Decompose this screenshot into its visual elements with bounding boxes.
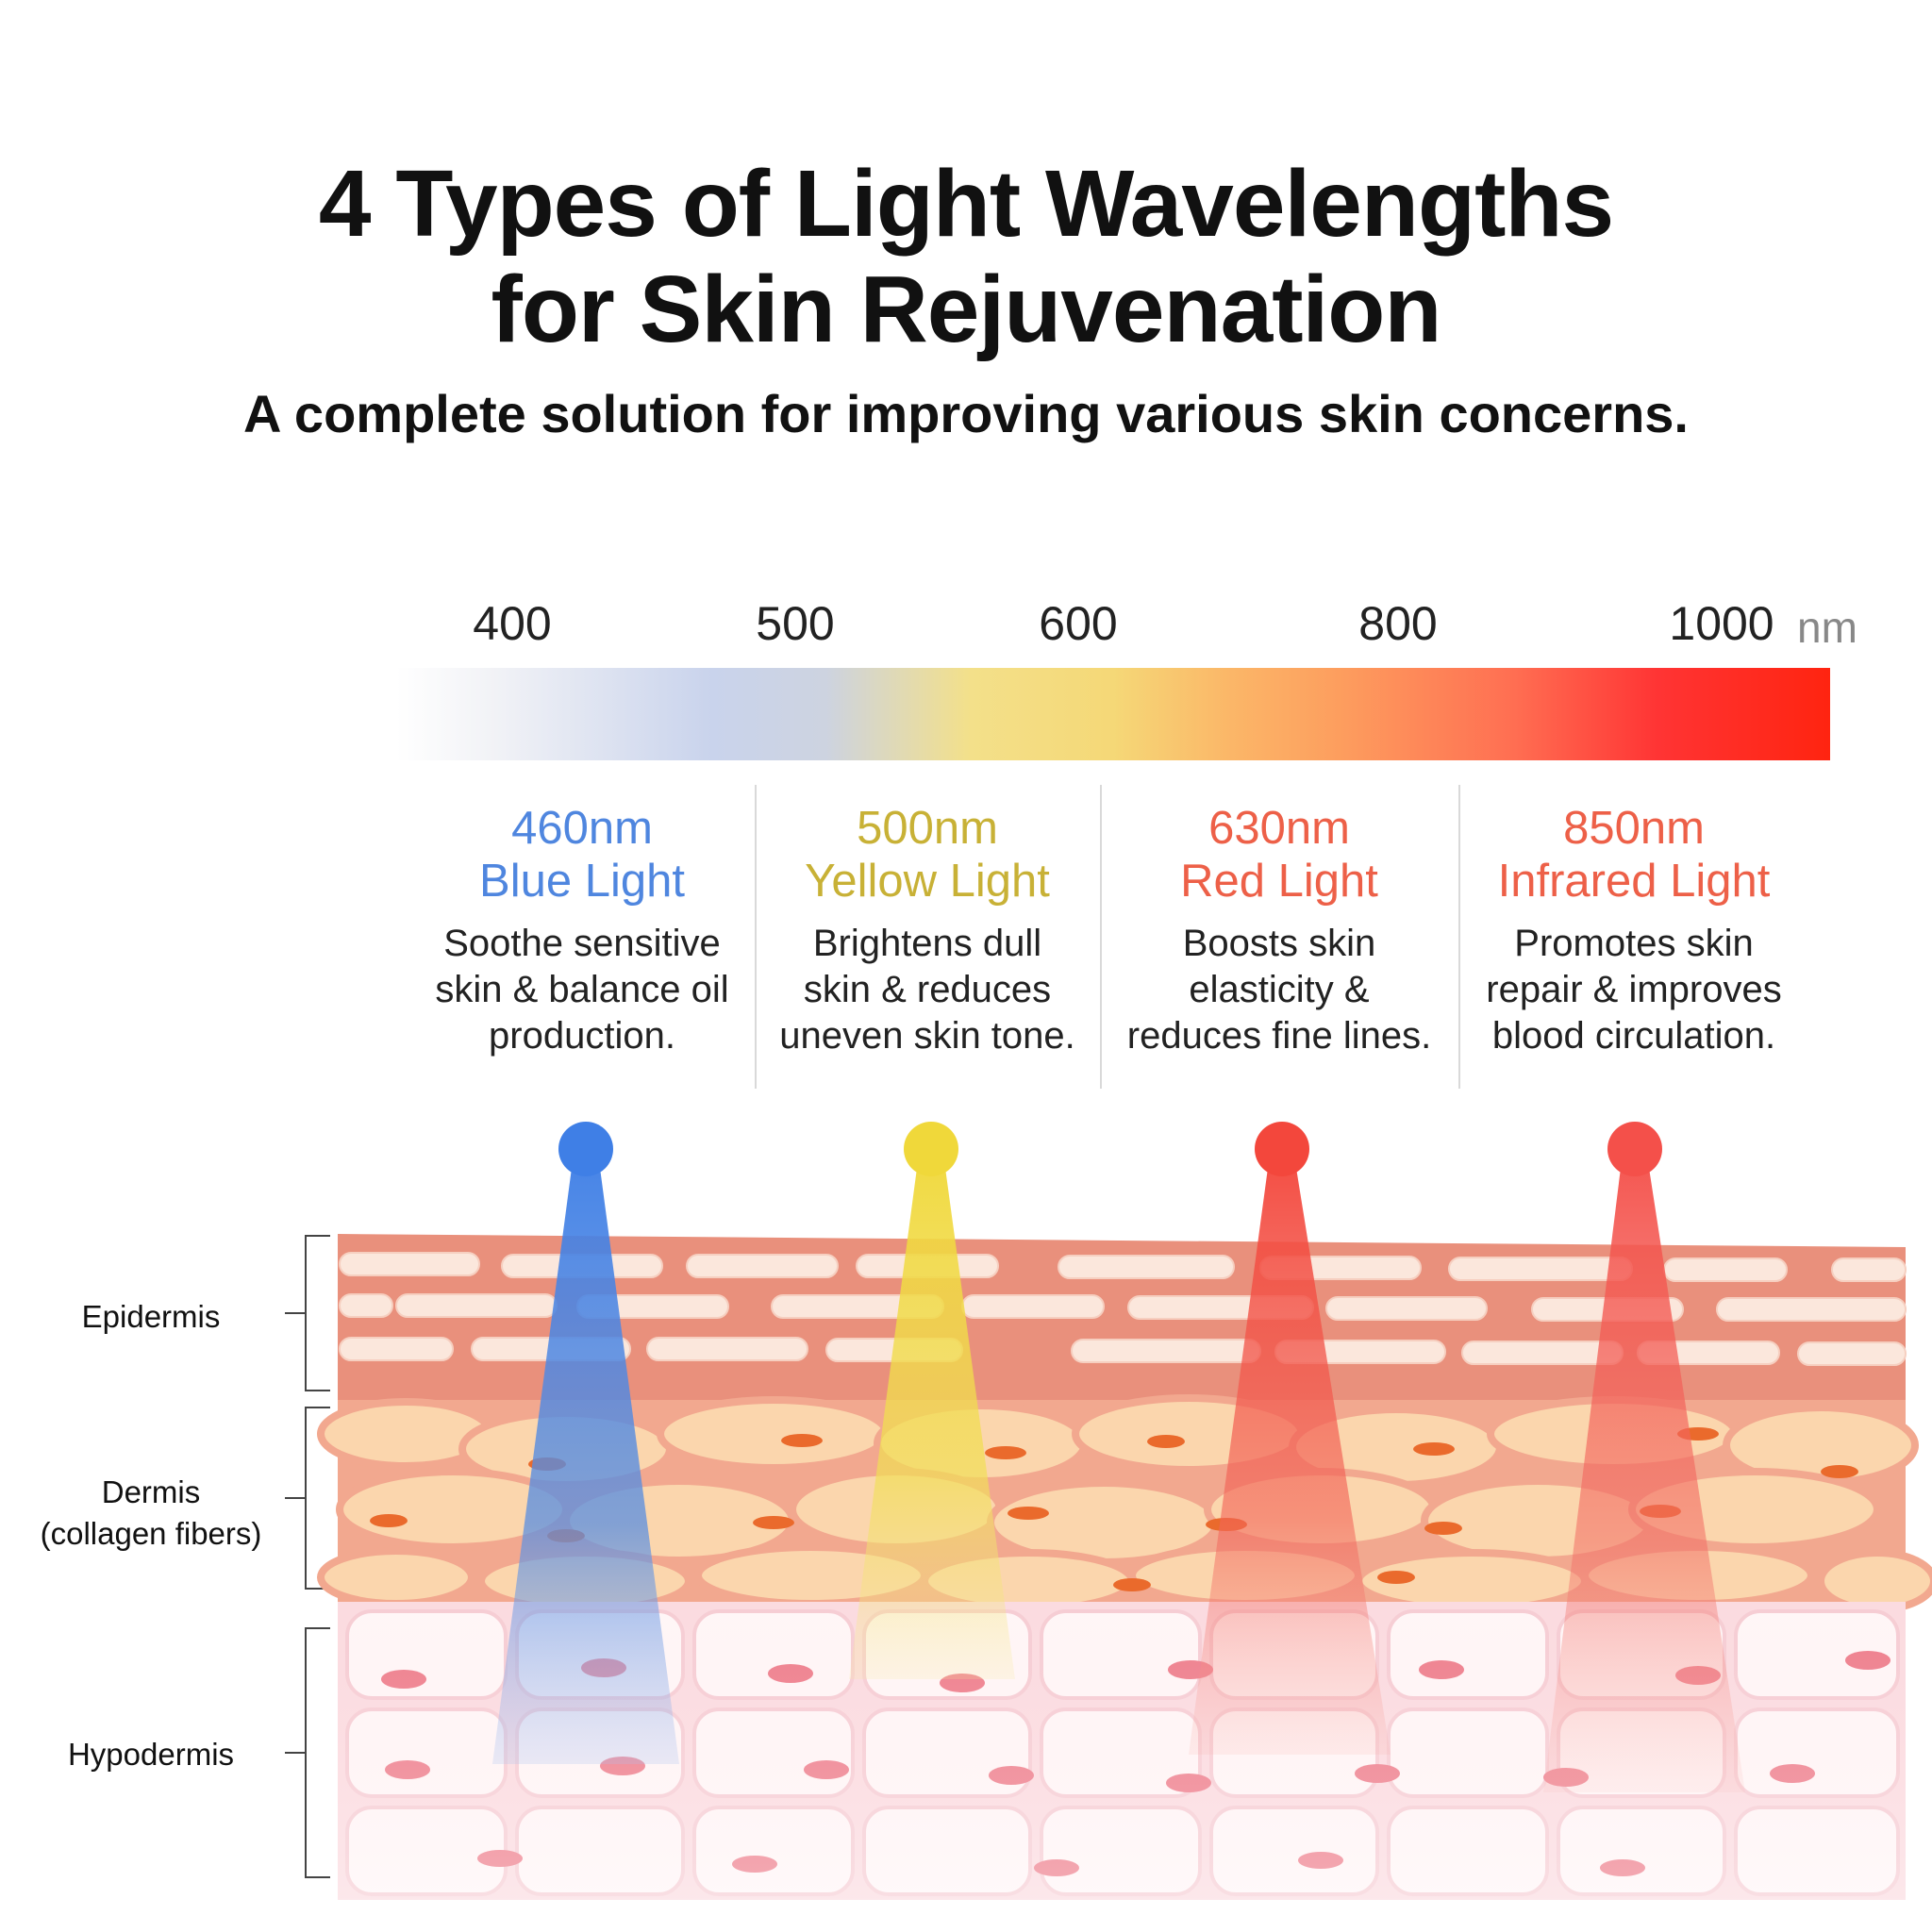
- infrared-light-heading: 850nm Infrared Light: [1474, 802, 1794, 908]
- yellow-light-wavelength: 500nm: [857, 803, 998, 854]
- blue-light-name: Blue Light: [479, 856, 685, 907]
- column-divider: [1100, 785, 1102, 1089]
- red-light-name: Red Light: [1180, 856, 1378, 907]
- description-line: Soothe sensitive: [443, 923, 721, 964]
- description-line: Brightens dull: [812, 923, 1042, 964]
- red-light-column: 630nm Red Light Boosts skin elasticity &…: [1119, 802, 1440, 1059]
- yellow-light-column: 500nm Yellow Light Brightens dull skin &…: [767, 802, 1088, 1059]
- description-line: repair & improves: [1486, 969, 1782, 1010]
- infrared-light-column: 850nm Infrared Light Promotes skin repai…: [1474, 802, 1794, 1059]
- description-line: blood circulation.: [1491, 1015, 1776, 1057]
- infrared-emitter-dot: [1607, 1122, 1662, 1176]
- title-line-2: for Skin Rejuvenation: [491, 257, 1442, 362]
- scale-tick-500: 500: [756, 597, 835, 650]
- dermis-label: Dermis (collagen fibers): [41, 1472, 262, 1555]
- epidermis-bracket: [305, 1235, 330, 1391]
- description-line: reduces fine lines.: [1126, 1015, 1432, 1057]
- red-beam: [1189, 1168, 1391, 1755]
- scale-tick-800: 800: [1358, 597, 1438, 650]
- red-light-heading: 630nm Red Light: [1119, 802, 1440, 908]
- title-line-1: 4 Types of Light Wavelengths: [318, 151, 1614, 257]
- description-line: skin & reduces: [803, 969, 1052, 1010]
- yellow-light-description: Brightens dull skin & reduces uneven ski…: [767, 921, 1088, 1059]
- hypodermis-bracket: [305, 1627, 330, 1878]
- description-line: Promotes skin: [1514, 923, 1754, 964]
- blue-light-wavelength: 460nm: [511, 803, 653, 854]
- page-title: 4 Types of Light Wavelengths for Skin Re…: [0, 151, 1932, 362]
- epidermis-layer: [338, 1234, 1907, 1400]
- column-divider: [1458, 785, 1460, 1089]
- layer-brackets: [285, 1235, 330, 1878]
- description-line: elasticity &: [1189, 969, 1370, 1010]
- infrared-light-name: Infrared Light: [1497, 856, 1771, 907]
- infrared-light-description: Promotes skin repair & improves blood ci…: [1474, 921, 1794, 1059]
- column-divider: [755, 785, 757, 1089]
- blue-light-heading: 460nm Blue Light: [422, 802, 742, 908]
- red-emitter-dot: [1255, 1122, 1309, 1176]
- description-line: Boosts skin: [1182, 923, 1376, 964]
- subtitle: A complete solution for improving variou…: [243, 384, 1689, 443]
- infrared-light-wavelength: 850nm: [1563, 803, 1705, 854]
- red-light-description: Boosts skin elasticity & reduces fine li…: [1119, 921, 1440, 1059]
- scale-tick-600: 600: [1039, 597, 1118, 650]
- blue-emitter-dot: [558, 1122, 613, 1176]
- scale-unit: nm: [1797, 603, 1857, 652]
- description-line: skin & balance oil: [435, 969, 729, 1010]
- description-line: uneven skin tone.: [779, 1015, 1075, 1057]
- dermis-label-line-1: Dermis: [101, 1474, 201, 1509]
- yellow-beam: [849, 1168, 1015, 1679]
- scale-tick-1000: 1000: [1669, 597, 1774, 650]
- epidermis-label: Epidermis: [81, 1299, 221, 1334]
- infrared-beam: [1543, 1168, 1745, 1792]
- spectrum-gradient-bar: [396, 668, 1830, 760]
- blue-light-column: 460nm Blue Light Soothe sensitive skin &…: [422, 802, 742, 1059]
- blue-beam: [492, 1168, 679, 1764]
- skin-cross-section: [285, 1122, 1932, 1900]
- blue-light-description: Soothe sensitive skin & balance oil prod…: [422, 921, 742, 1059]
- light-beams: [492, 1122, 1745, 1792]
- description-line: production.: [489, 1015, 675, 1057]
- yellow-light-name: Yellow Light: [805, 856, 1050, 907]
- scale-tick-400: 400: [473, 597, 552, 650]
- red-light-wavelength: 630nm: [1208, 803, 1350, 854]
- dermis-label-line-2: (collagen fibers): [40, 1516, 262, 1551]
- yellow-emitter-dot: [904, 1122, 958, 1176]
- hypodermis-label: Hypodermis: [67, 1737, 235, 1772]
- yellow-light-heading: 500nm Yellow Light: [767, 802, 1088, 908]
